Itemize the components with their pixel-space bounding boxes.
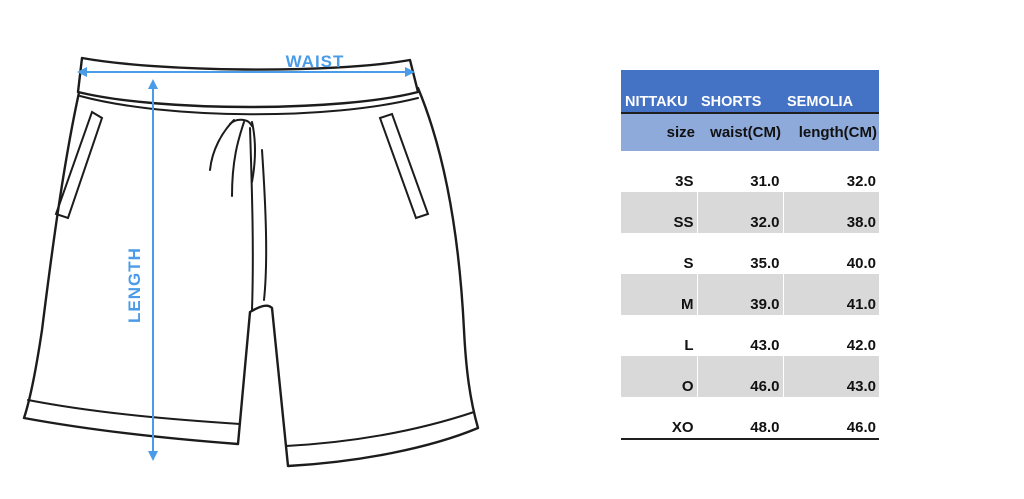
table-row: M 39.0 41.0 <box>621 274 879 315</box>
table-row: SS 32.0 38.0 <box>621 192 879 233</box>
cell-size: O <box>621 356 697 397</box>
cell-size: 3S <box>621 151 697 192</box>
table-row: 3S 31.0 32.0 <box>621 151 879 192</box>
cell-waist: 48.0 <box>696 397 783 440</box>
header-row: size waist(CM) length(CM) <box>621 113 879 151</box>
shorts-outline <box>22 56 480 468</box>
product-model: SEMOLIA <box>783 70 879 114</box>
cell-size: M <box>621 274 697 315</box>
product-type: SHORTS <box>697 70 783 114</box>
cell-length: 40.0 <box>782 233 879 274</box>
cell-length: 41.0 <box>782 274 879 315</box>
cell-size: SS <box>621 192 697 233</box>
cell-waist: 46.0 <box>696 356 783 397</box>
cell-size: S <box>621 233 697 274</box>
shorts-details <box>27 95 475 447</box>
cell-length: 43.0 <box>782 356 879 397</box>
table-row: S 35.0 40.0 <box>621 233 879 274</box>
cell-waist: 43.0 <box>696 315 783 356</box>
shorts-diagram: WAIST LENGTH <box>22 52 480 468</box>
table-row: O 46.0 43.0 <box>621 356 879 397</box>
cell-length: 38.0 <box>782 192 879 233</box>
table-row: L 43.0 42.0 <box>621 315 879 356</box>
table-row: XO 48.0 46.0 <box>621 397 879 440</box>
cell-size: L <box>621 315 697 356</box>
cell-waist: 32.0 <box>696 192 783 233</box>
waist-label: WAIST <box>286 52 345 71</box>
cell-waist: 39.0 <box>696 274 783 315</box>
cell-length: 46.0 <box>782 397 879 440</box>
cell-size: XO <box>621 397 697 440</box>
brand-row: NITTAKU SHORTS SEMOLIA <box>621 70 879 114</box>
header-length: length(CM) <box>783 113 879 151</box>
cell-waist: 35.0 <box>696 233 783 274</box>
cell-waist: 31.0 <box>696 151 783 192</box>
cell-length: 42.0 <box>782 315 879 356</box>
cell-length: 32.0 <box>782 151 879 192</box>
header-waist: waist(CM) <box>697 113 783 151</box>
brand-name: NITTAKU <box>621 70 697 114</box>
header-size: size <box>621 113 697 151</box>
size-chart-table: NITTAKU SHORTS SEMOLIA size waist(CM) le… <box>621 70 879 440</box>
length-label: LENGTH <box>125 247 144 323</box>
